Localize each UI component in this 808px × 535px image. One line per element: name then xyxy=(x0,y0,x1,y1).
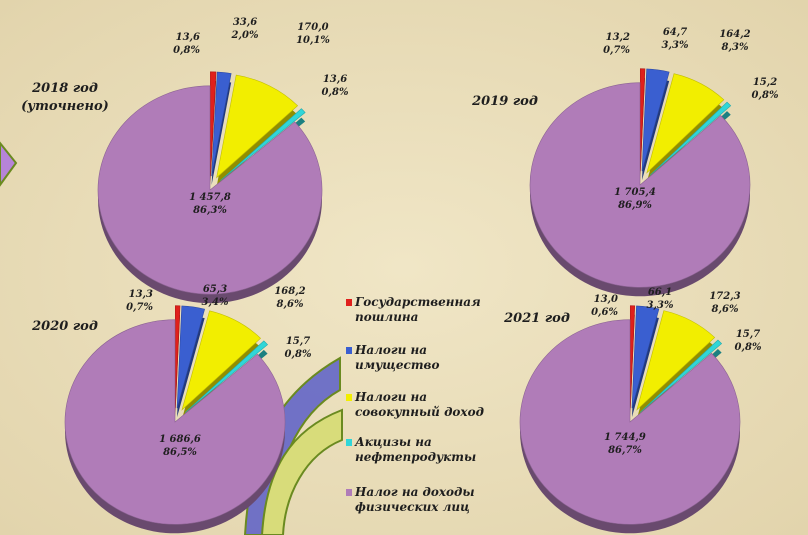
percent-label: 86,5% xyxy=(163,447,197,458)
slice xyxy=(519,319,741,525)
data-label: 15,7 xyxy=(736,329,760,340)
legend-item: Налоги на имущество xyxy=(346,343,515,373)
data-label: 172,3 xyxy=(709,291,740,302)
percent-label: 0,8% xyxy=(285,349,312,360)
percent-label: 8,6% xyxy=(277,299,304,310)
data-label: 15,2 xyxy=(753,77,777,88)
percent-label: 86,9% xyxy=(618,200,652,211)
percent-label: 0,8% xyxy=(173,45,200,56)
data-label: 65,3 xyxy=(203,284,227,295)
slice xyxy=(220,108,306,181)
legend-swatch xyxy=(346,439,352,446)
data-label: 170,0 xyxy=(297,22,328,33)
percent-label: 2,0% xyxy=(231,30,259,41)
data-label: 1 686,6 xyxy=(159,434,201,445)
legend-swatch xyxy=(346,347,352,354)
data-label: 33,6 xyxy=(233,17,257,28)
data-label: 1 744,9 xyxy=(604,432,646,443)
chart-title: 2018 год xyxy=(31,81,98,96)
percent-label: 0,6% xyxy=(591,307,618,318)
slice xyxy=(185,340,269,413)
data-label: 1 705,4 xyxy=(614,187,656,198)
slice xyxy=(639,339,723,413)
percent-label: 0,7% xyxy=(126,302,153,313)
slice xyxy=(631,305,660,409)
slice xyxy=(639,68,646,172)
chart-title: 2020 год xyxy=(31,319,98,334)
data-label: 13,0 xyxy=(594,294,618,305)
percent-label: 3,3% xyxy=(647,300,674,311)
percent-label: 3,4% xyxy=(202,297,229,308)
percent-label: 0,8% xyxy=(752,90,779,101)
slice xyxy=(97,85,323,295)
data-label: 13,6 xyxy=(176,32,200,43)
data-label: 1 457,8 xyxy=(189,192,231,203)
slice xyxy=(211,71,232,177)
curve-decoration xyxy=(260,408,343,535)
legend-swatch xyxy=(346,299,352,306)
chart-title: 2019 год xyxy=(471,94,538,109)
slice xyxy=(629,305,636,409)
slice xyxy=(636,310,716,411)
percent-label: 0,7% xyxy=(603,45,630,56)
legend-item: Акцизы на нефтепродукты xyxy=(346,435,515,465)
percent-label: 0,8% xyxy=(735,342,762,353)
slice xyxy=(64,319,286,525)
arrow-decoration xyxy=(0,141,18,187)
legend-item: Государственная пошлина xyxy=(346,295,515,325)
slice xyxy=(181,310,262,411)
data-label: 164,2 xyxy=(719,29,750,40)
slice xyxy=(646,73,725,174)
slice xyxy=(641,68,670,172)
slice xyxy=(176,305,206,409)
slice xyxy=(649,101,732,176)
slice xyxy=(210,71,217,177)
data-label: 168,2 xyxy=(274,286,305,297)
data-label: 64,7 xyxy=(663,27,687,38)
chart-title: 2021 год xyxy=(503,311,570,326)
data-label: 13,2 xyxy=(606,32,630,43)
data-label: 13,3 xyxy=(129,289,153,300)
legend-swatch xyxy=(346,489,352,496)
percent-label: 8,6% xyxy=(712,304,739,315)
data-label: 13,6 xyxy=(323,74,347,85)
slice xyxy=(529,82,751,288)
legend-swatch xyxy=(346,394,352,401)
legend-label: Налог на доходы физических лиц xyxy=(355,485,475,514)
legend-label: Акцизы на нефтепродукты xyxy=(355,435,477,464)
legend-label: Государственная пошлина xyxy=(355,295,481,324)
slice xyxy=(175,305,181,409)
percent-label: 8,3% xyxy=(722,42,749,53)
data-label: 66,1 xyxy=(648,287,672,298)
percent-label: 3,3% xyxy=(662,40,689,51)
slice xyxy=(216,74,299,179)
data-label: 15,7 xyxy=(286,336,310,347)
percent-label: 86,3% xyxy=(193,205,227,216)
legend-label: Налоги на имущество xyxy=(355,343,440,372)
percent-label: 0,8% xyxy=(322,87,349,98)
chart-subtitle: (уточнено) xyxy=(21,99,109,114)
legend-label: Налоги на совокупный доход xyxy=(355,390,484,419)
legend-item: Налог на доходы физических лиц xyxy=(346,485,515,515)
percent-label: 10,1% xyxy=(296,35,330,46)
percent-label: 86,7% xyxy=(608,445,642,456)
legend-item: Налоги на совокупный доход xyxy=(346,390,515,420)
